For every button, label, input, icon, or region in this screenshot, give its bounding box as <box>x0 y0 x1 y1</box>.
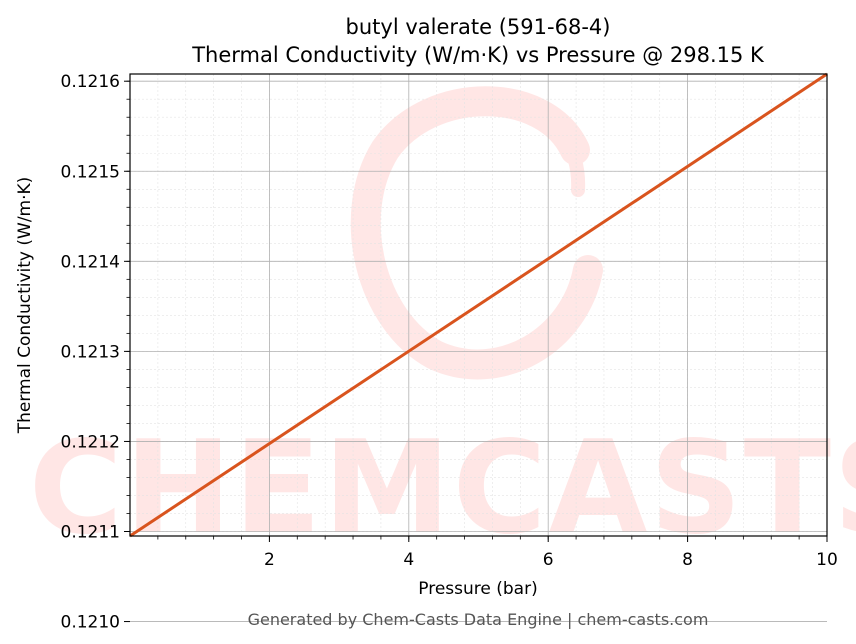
x-axis-ticks: 2 4 6 8 10 <box>157 536 838 570</box>
series-layer <box>129 72 828 538</box>
watermark-text: CHEMCASTS <box>29 414 856 563</box>
chart-title-line2: Thermal Conductivity (W/m·K) vs Pressure… <box>191 43 765 67</box>
watermark: CHEMCASTS <box>29 86 856 563</box>
y-tick-label: 0.1216 <box>61 72 120 92</box>
plot-frame <box>129 73 828 537</box>
y-tick-label: 0.1210 <box>61 613 120 633</box>
y-tick-label: 0.1215 <box>61 162 120 182</box>
x-tick-label: 6 <box>543 550 554 570</box>
x-tick-label: 4 <box>403 550 414 570</box>
chart-title-line1: butyl valerate (591-68-4) <box>346 15 611 39</box>
series-line <box>129 72 828 538</box>
y-axis-label: Thermal Conductivity (W/m·K) <box>15 177 35 435</box>
watermark-logo-icon <box>350 86 603 380</box>
x-tick-label: 2 <box>264 550 275 570</box>
x-tick-label: 8 <box>682 550 693 570</box>
y-axis-ticks: 0.1210 0.1211 0.1212 0.1213 0.1214 0.1215 0.12… <box>61 72 130 633</box>
x-tick-label: 10 <box>816 550 838 570</box>
footer-credit: Generated by Chem-Casts Data Engine | ch… <box>248 610 709 629</box>
grid-minor <box>130 74 828 536</box>
y-tick-label: 0.1213 <box>61 342 120 362</box>
y-tick-label: 0.1211 <box>61 522 120 542</box>
y-tick-label: 0.1214 <box>61 252 120 272</box>
x-axis-label: Pressure (bar) <box>418 579 537 599</box>
y-tick-label: 0.1212 <box>61 432 120 452</box>
